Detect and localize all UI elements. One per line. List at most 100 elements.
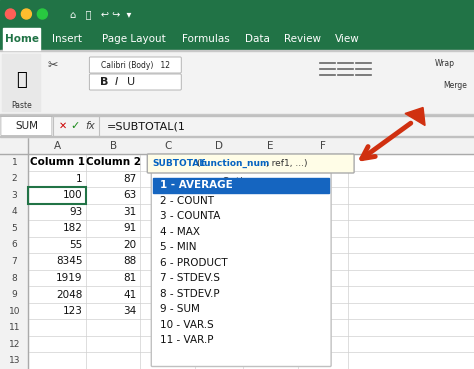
Text: ✂: ✂ bbox=[47, 59, 58, 72]
Text: Wrap: Wrap bbox=[435, 59, 455, 68]
Text: Calibri (Body)   12: Calibri (Body) 12 bbox=[101, 61, 170, 69]
Text: 91: 91 bbox=[123, 223, 137, 234]
Text: 123: 123 bbox=[63, 306, 82, 316]
Text: 5: 5 bbox=[11, 224, 17, 233]
Text: I: I bbox=[114, 77, 118, 87]
Bar bbox=[0, 137, 474, 154]
Text: Review: Review bbox=[284, 34, 321, 44]
Text: E: E bbox=[267, 141, 274, 151]
Bar bbox=[0, 115, 474, 116]
Text: Column 1: Column 1 bbox=[30, 157, 85, 167]
Text: 13: 13 bbox=[9, 356, 20, 365]
Bar bbox=[196, 188, 242, 203]
FancyBboxPatch shape bbox=[89, 57, 181, 73]
Text: ⌂   ⬜   ↩ ↪  ▾: ⌂ ⬜ ↩ ↪ ▾ bbox=[70, 9, 132, 19]
Text: 9 - SUM: 9 - SUM bbox=[160, 304, 200, 314]
Bar bbox=[0, 50, 474, 115]
Text: Options: Options bbox=[221, 177, 262, 187]
Text: 31: 31 bbox=[123, 207, 137, 217]
Text: D: D bbox=[215, 141, 223, 151]
Text: 63: 63 bbox=[123, 190, 137, 200]
Polygon shape bbox=[405, 107, 425, 125]
Text: 11 - VAR.P: 11 - VAR.P bbox=[160, 335, 214, 345]
Bar bbox=[0, 50, 474, 51]
Text: 📋: 📋 bbox=[16, 71, 27, 89]
Text: 9: 9 bbox=[11, 290, 17, 299]
Text: 1 - AVERAGE: 1 - AVERAGE bbox=[160, 180, 233, 190]
Text: 10: 10 bbox=[9, 307, 20, 315]
Text: 20: 20 bbox=[123, 240, 137, 250]
Bar bbox=[0, 0, 474, 28]
Text: ✓: ✓ bbox=[71, 121, 80, 131]
Text: 1: 1 bbox=[11, 158, 17, 167]
Bar bbox=[1, 117, 51, 135]
Text: 93: 93 bbox=[69, 207, 82, 217]
Text: Home: Home bbox=[5, 34, 39, 44]
Circle shape bbox=[37, 9, 47, 19]
Text: 3: 3 bbox=[11, 191, 17, 200]
Text: =SUBTOTAL(1: =SUBTOTAL(1 bbox=[106, 121, 185, 131]
FancyBboxPatch shape bbox=[151, 172, 331, 366]
Bar bbox=[3, 28, 40, 50]
Text: 8: 8 bbox=[11, 273, 17, 283]
Text: B: B bbox=[100, 77, 109, 87]
Text: 88: 88 bbox=[123, 256, 137, 266]
Text: E10: E10 bbox=[263, 307, 279, 315]
Text: 7 - STDEV.S: 7 - STDEV.S bbox=[160, 273, 220, 283]
Text: 2 - COUNT: 2 - COUNT bbox=[160, 196, 214, 206]
Text: 10 - VAR.S: 10 - VAR.S bbox=[160, 320, 214, 330]
Bar bbox=[0, 28, 474, 50]
Text: 4 - MAX: 4 - MAX bbox=[160, 227, 201, 237]
Text: ✕: ✕ bbox=[58, 121, 66, 131]
Circle shape bbox=[21, 9, 31, 19]
Bar bbox=[0, 114, 474, 115]
Text: 81: 81 bbox=[123, 273, 137, 283]
Text: Data: Data bbox=[245, 34, 270, 44]
FancyBboxPatch shape bbox=[147, 154, 354, 173]
Text: View: View bbox=[335, 34, 360, 44]
Text: Column 2: Column 2 bbox=[86, 157, 141, 167]
Text: 1919: 1919 bbox=[56, 273, 82, 283]
Text: SUBTOTAL: SUBTOTAL bbox=[152, 159, 205, 168]
Bar bbox=[2, 54, 40, 111]
Text: Merge: Merge bbox=[443, 80, 467, 90]
Text: 7: 7 bbox=[11, 257, 17, 266]
FancyBboxPatch shape bbox=[89, 74, 181, 90]
FancyBboxPatch shape bbox=[244, 303, 296, 320]
Text: , ref1, ...): , ref1, ...) bbox=[266, 159, 308, 168]
Bar bbox=[0, 136, 474, 137]
Text: 12: 12 bbox=[9, 340, 20, 349]
Text: C: C bbox=[164, 141, 172, 151]
Text: (: ( bbox=[196, 159, 200, 168]
Text: 1: 1 bbox=[76, 174, 82, 184]
FancyBboxPatch shape bbox=[1, 117, 52, 135]
Bar bbox=[153, 177, 329, 193]
Circle shape bbox=[5, 9, 15, 19]
Text: 11: 11 bbox=[9, 323, 20, 332]
Bar bbox=[0, 115, 474, 137]
Bar bbox=[28, 187, 86, 204]
Text: A: A bbox=[54, 141, 61, 151]
Text: Paste: Paste bbox=[11, 100, 32, 110]
Text: Insert: Insert bbox=[52, 34, 82, 44]
Text: AL:: AL: bbox=[199, 174, 218, 184]
Text: 6: 6 bbox=[11, 241, 17, 249]
Text: function_num: function_num bbox=[201, 159, 271, 168]
Text: F: F bbox=[320, 141, 326, 151]
Text: SUM: SUM bbox=[15, 121, 38, 131]
Text: 55: 55 bbox=[69, 240, 82, 250]
Text: B: B bbox=[110, 141, 117, 151]
Text: 3 - COUNTA: 3 - COUNTA bbox=[160, 211, 221, 221]
Text: 4: 4 bbox=[11, 207, 17, 216]
Text: Page Layout: Page Layout bbox=[101, 34, 165, 44]
Text: 2048: 2048 bbox=[56, 290, 82, 300]
Bar bbox=[0, 137, 474, 369]
Text: 34: 34 bbox=[123, 306, 137, 316]
Text: Formulas: Formulas bbox=[182, 34, 230, 44]
Text: 5 - MIN: 5 - MIN bbox=[160, 242, 197, 252]
Text: 2: 2 bbox=[11, 174, 17, 183]
Text: 8345: 8345 bbox=[56, 256, 82, 266]
Text: 8 - STDEV.P: 8 - STDEV.P bbox=[160, 289, 220, 299]
Text: 6 - PRODUCT: 6 - PRODUCT bbox=[160, 258, 228, 268]
Text: 182: 182 bbox=[63, 223, 82, 234]
